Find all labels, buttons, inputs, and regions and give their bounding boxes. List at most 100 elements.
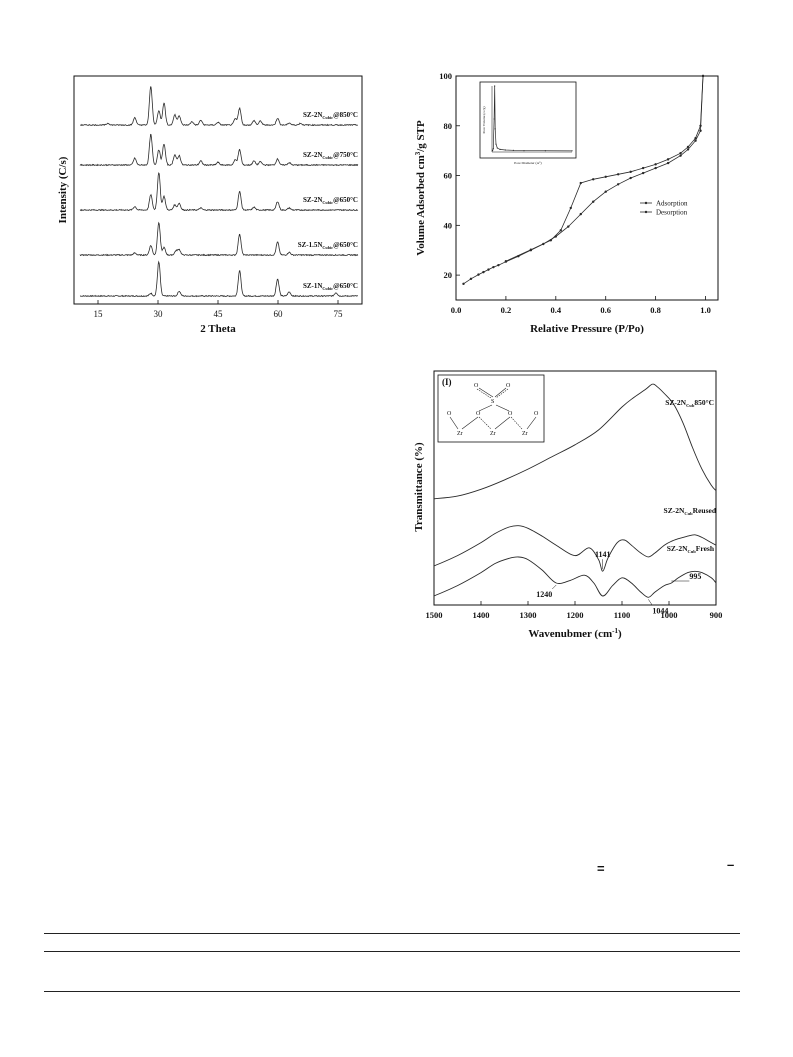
ftir-x-tick-label: 900 (710, 610, 723, 620)
xrd-y-axis-label: Intensity (C/s) (58, 156, 69, 223)
ftir-peak-label: 1240 (536, 590, 552, 599)
bet-desorption-point (604, 175, 607, 178)
bet-inset-point (493, 118, 495, 120)
bet-inset-point (496, 147, 498, 149)
scheme-zr-2: Zr (490, 431, 496, 437)
bet-y-axis-label: Volume Adsorbed cm3/g STP (414, 120, 427, 256)
bet-desorption-line (505, 75, 704, 262)
xrd-pattern-line (79, 221, 359, 257)
bet-adsorption-point (654, 166, 657, 170)
ftir-spectrum-line (433, 383, 717, 500)
bet-desorption-point (616, 173, 620, 176)
bet-adsorption-point (579, 212, 582, 216)
ftir-x-tick-label: 1400 (473, 610, 490, 620)
ftir-series-labels: SZ-2NCub850°C SZ-2NCubReused SZ-2NCubFresh (664, 398, 717, 554)
bet-desorption-point (666, 158, 670, 161)
bet-x-tick-label: 1.0 (700, 305, 711, 315)
bet-inset-pore-distribution: Pore Diameter (A°) Pore Volume (cc/g) (479, 81, 577, 165)
table-bottom-rule (44, 991, 740, 992)
bet-adsorption-point (629, 176, 632, 180)
table-header-rule (44, 951, 740, 952)
xrd-series-group (79, 86, 359, 298)
bet-inset-point (512, 149, 514, 151)
bet-legend-label: Adsorption (656, 200, 688, 208)
bet-adsorption-point (699, 129, 702, 132)
xrd-x-tick-label: 60 (274, 309, 284, 319)
bet-y-tick-label: 40 (444, 220, 453, 230)
scheme-o-left: O (447, 411, 452, 417)
ftir-series-label: SZ-2NCub850°C (665, 398, 714, 408)
xrd-series-label: SZ-1.5NCubic@650°C (298, 241, 358, 250)
ftir-series-label: SZ-2NCubReused (664, 506, 717, 516)
scheme-frame (437, 374, 545, 443)
panel-label: (I) (442, 377, 452, 387)
scheme-bonds (449, 387, 537, 430)
xrd-series-label: SZ-2NCubic@750°C (303, 151, 358, 160)
bet-adsorption-point (666, 161, 670, 165)
xrd-series-label: SZ-2NCubic@850°C (303, 111, 358, 120)
ftir-x-tick-label: 1000 (661, 610, 678, 620)
bet-inset-point (495, 143, 497, 145)
ftir-peak-label: 995 (689, 572, 701, 581)
ftir-x-tick-label: 1100 (614, 610, 631, 620)
bet-desorption-point (504, 259, 508, 263)
bet-desorption-point (579, 181, 582, 185)
xrd-x-axis-label: 2 Theta (200, 323, 236, 335)
bet-desorption-point (699, 124, 702, 127)
ftir-annotation-leader (552, 584, 557, 590)
ftir-series-group (433, 383, 717, 598)
ftir-x-axis-label: Wavenubmer (cm-1) (528, 627, 622, 640)
bet-x-axis-label: Relative Pressure (P/Po) (530, 323, 644, 335)
xrd-series-label: SZ-1NCubic@650°C (303, 282, 358, 291)
scheme-sulfur: S (491, 399, 494, 405)
bet-adsorption-point (469, 277, 473, 281)
bet-adsorption-point (616, 183, 620, 186)
bet-adsorption-point (686, 148, 690, 151)
bet-desorption-point (694, 137, 697, 140)
ftir-series-label: SZ-2NCubFresh (667, 544, 715, 554)
bet-inset-point (494, 128, 496, 130)
bet-series-group (462, 74, 705, 286)
bet-adsorption-point (604, 190, 607, 193)
ftir-spectrum-line (433, 525, 717, 572)
bet-plot-frame (455, 75, 719, 301)
ftir-x-ticks: 1500 1400 1300 1200 1100 1000 900 (426, 601, 723, 620)
bet-isotherm-chart: 0.0 0.2 0.4 0.6 0.8 1.0 20 40 60 80 100 Adsorption… (414, 71, 719, 335)
bet-inset-x-label: Pore Diameter (A°) (514, 161, 542, 165)
xrd-pattern-line (79, 133, 359, 167)
bet-adsorption-point (592, 200, 595, 203)
bet-x-tick-label: 0.8 (650, 305, 661, 315)
bet-inset-point (504, 149, 506, 151)
scheme-o-top-left: O (474, 383, 479, 389)
bet-adsorption-point (694, 139, 697, 142)
scheme-o-top-right: O (506, 383, 511, 389)
bet-y-tick-label: 20 (444, 270, 453, 280)
bet-desorption-point (641, 166, 645, 170)
xrd-chart: 15 30 45 60 75 SZ-1NCubic@650°C SZ-1.5NCubic@… (58, 75, 363, 335)
ftir-peak-label: 1044 (652, 606, 668, 615)
ftir-y-axis-label: Transmittance (%) (413, 442, 425, 532)
bet-adsorption-point (482, 270, 485, 274)
ftir-annotation-leader (648, 599, 653, 606)
ftir-x-tick-label: 1200 (567, 610, 584, 620)
bet-adsorption-point (641, 171, 645, 175)
scheme-o-right: O (534, 411, 539, 417)
xrd-pattern-line (80, 86, 358, 127)
ftir-peak-label: 1141 (595, 550, 611, 559)
bet-y-tick-label: 100 (439, 71, 452, 81)
bet-desorption-point (686, 145, 690, 149)
bet-adsorption-point (477, 273, 480, 276)
bet-desorption-point (701, 74, 705, 78)
bet-y-tick-label: 60 (444, 171, 453, 181)
bet-inset-point (523, 150, 525, 152)
xrd-x-tick-label: 75 (334, 309, 344, 319)
bet-inset-y-label: Pore Volume (cc/g) (482, 106, 486, 134)
xrd-x-tick-label: 15 (94, 309, 104, 319)
xrd-pattern-line (79, 172, 359, 212)
bet-adsorption-point (497, 263, 500, 267)
bet-x-tick-label: 0.0 (451, 305, 462, 315)
bet-desorption-point (629, 170, 632, 174)
bet-adsorption-point (679, 154, 682, 157)
bet-inset-point (494, 85, 496, 87)
